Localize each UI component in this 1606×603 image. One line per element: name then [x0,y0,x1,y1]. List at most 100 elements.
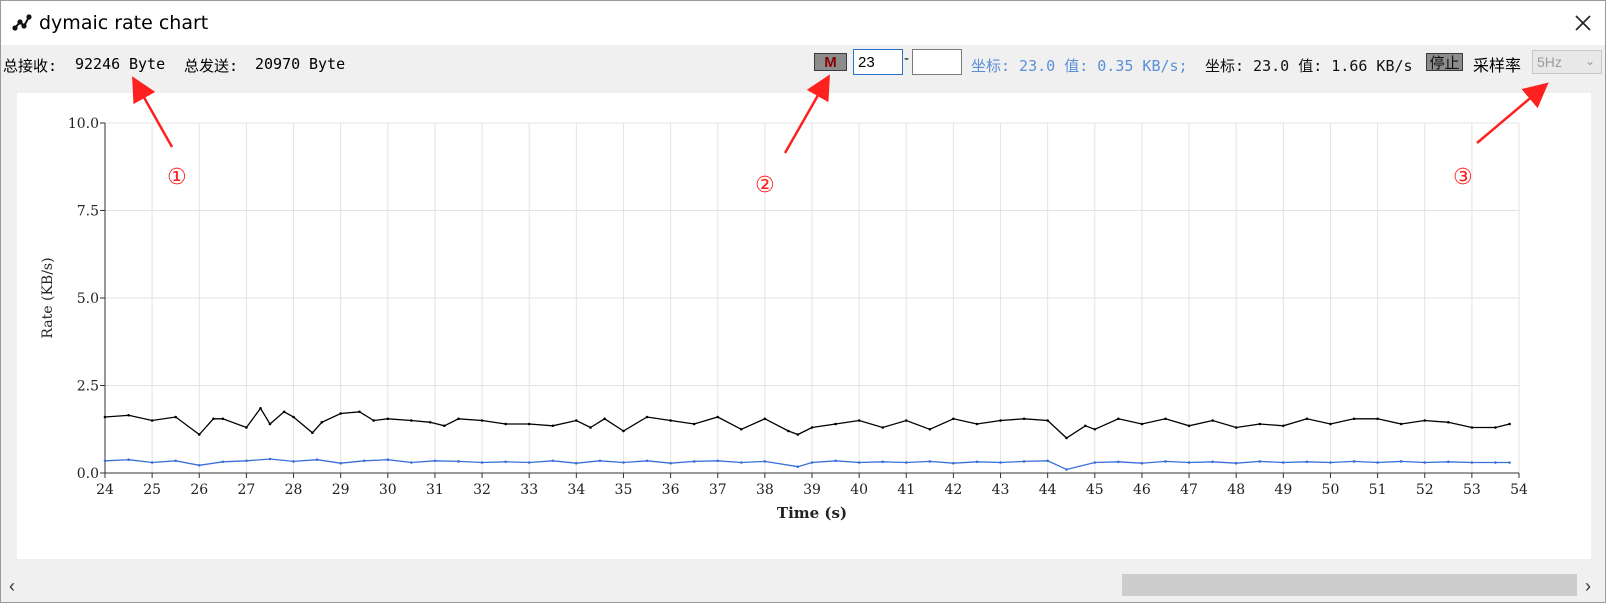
x-tick-label: 49 [1274,482,1292,498]
data-point [740,461,743,464]
x-tick-label: 50 [1322,482,1340,498]
data-point [1508,461,1511,464]
data-point [221,417,225,421]
sample-rate-label: 采样率 [1473,56,1522,75]
data-point [834,422,837,426]
x-tick-label: 34 [567,482,585,498]
data-point [603,417,606,421]
x-tick-label: 43 [992,482,1010,498]
data-point [1164,417,1167,421]
data-point [716,415,720,419]
data-point [1164,460,1167,463]
sample-rate-select[interactable]: 5Hz ⌄ [1532,50,1602,74]
data-point [1187,461,1191,464]
data-point [339,461,342,465]
data-point [282,410,286,414]
data-point [103,459,107,463]
data-point [622,461,625,464]
x-tick-label: 40 [850,482,868,498]
data-point [645,459,649,463]
data-point [480,419,484,422]
readout-black-series: 坐标: 23.0 值: 1.66 KB/s [1205,57,1413,75]
data-point [669,461,672,465]
data-point [1022,417,1026,421]
sample-rate-value: 5Hz [1537,54,1562,70]
data-point [103,415,107,419]
data-point [551,459,555,463]
range-dash: - [904,50,909,67]
title-bar: dymaic rate chart [1,1,1605,45]
data-point [952,417,955,421]
data-point [1084,424,1087,428]
data-point [1352,417,1356,421]
data-point [692,422,696,426]
chevron-left-icon[interactable]: ‹ [9,576,15,596]
data-point [1305,417,1309,421]
chart-nodes-icon [12,14,32,31]
data-point [358,410,361,414]
data-point [1447,420,1450,424]
data-point [127,413,130,417]
data-point [904,461,908,464]
data-point [1093,427,1097,431]
data-point [1352,460,1356,463]
data-point [1494,461,1497,464]
data-point [1211,419,1214,422]
range-to-input[interactable] [912,49,962,75]
data-point [763,460,767,463]
data-point [575,419,578,422]
x-axis-label: Time (s) [777,504,847,522]
x-tick-label: 27 [237,482,255,498]
data-point [1282,424,1285,428]
data-point [127,458,130,462]
data-point [589,426,592,429]
data-point [1065,436,1068,440]
data-point [372,419,375,422]
data-point [1258,422,1262,426]
x-tick-label: 39 [803,482,821,498]
data-point [315,458,319,462]
data-point [857,419,861,422]
x-tick-label: 35 [615,482,633,498]
data-point [245,426,248,429]
data-point [212,417,215,421]
data-point [1399,460,1403,463]
data-point [428,420,432,424]
data-point [796,465,800,469]
data-point [928,427,932,431]
toolbar [1,45,1605,89]
data-point [645,415,649,419]
x-tick-label: 41 [897,482,915,498]
data-point [1470,426,1474,429]
data-point [292,460,295,463]
data-point [834,459,837,463]
data-point [787,429,790,433]
data-point [410,461,413,464]
data-point [928,460,932,463]
data-point [1423,419,1427,422]
stop-button[interactable]: 停止 [1426,53,1463,72]
x-tick-label: 48 [1227,482,1245,498]
chevron-right-icon[interactable]: › [1585,576,1591,596]
total-received-label: 总接收: [3,57,58,75]
data-point [857,461,861,464]
annotation-arrow-2 [783,74,830,154]
data-point [386,458,390,462]
data-point [999,419,1002,422]
close-icon[interactable] [1571,11,1595,35]
total-sent-value: 20970 [255,55,301,73]
x-tick-label: 32 [473,482,491,498]
data-point [1329,422,1332,426]
data-point [1329,461,1332,464]
data-point [1494,426,1497,429]
range-from-input[interactable] [853,49,903,75]
x-tick-label: 30 [379,482,397,498]
scrollbar-thumb[interactable] [1122,574,1577,596]
x-tick-label: 29 [332,482,350,498]
data-point [904,419,908,422]
data-point [1140,461,1144,465]
data-point [692,460,696,463]
m-button[interactable]: M [814,53,847,71]
data-point [480,461,484,464]
